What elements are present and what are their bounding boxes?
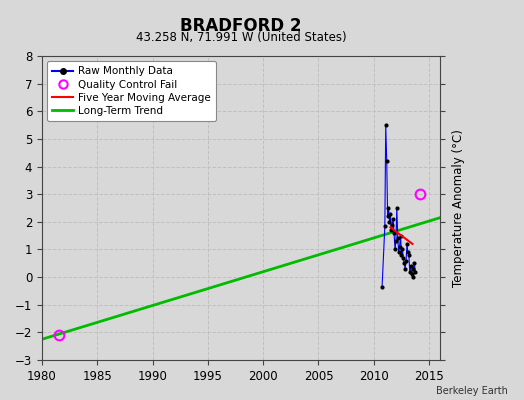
Text: BRADFORD 2: BRADFORD 2 [180,17,302,35]
Text: 43.258 N, 71.991 W (United States): 43.258 N, 71.991 W (United States) [136,32,346,44]
Text: Berkeley Earth: Berkeley Earth [436,386,508,396]
Legend: Raw Monthly Data, Quality Control Fail, Five Year Moving Average, Long-Term Tren: Raw Monthly Data, Quality Control Fail, … [47,61,216,121]
Y-axis label: Temperature Anomaly (°C): Temperature Anomaly (°C) [452,129,465,287]
